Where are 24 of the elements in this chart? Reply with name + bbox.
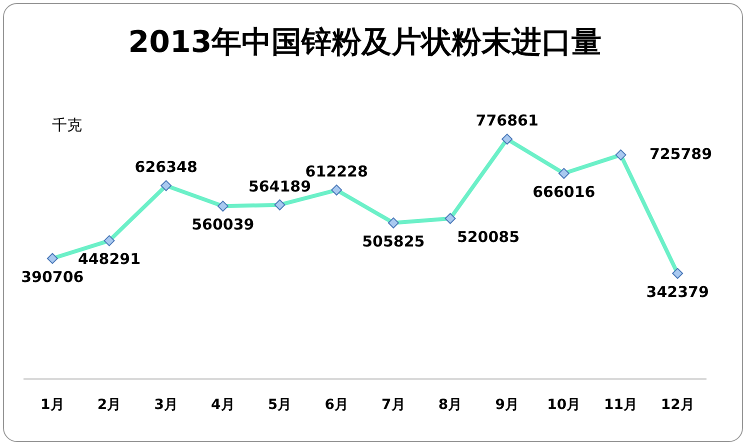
data-label: 725789	[649, 144, 712, 163]
x-tick-label: 12月	[660, 397, 694, 414]
x-tick-label: 1月	[40, 397, 64, 414]
x-tick-label: 3月	[154, 397, 178, 414]
data-label: 505825	[362, 232, 425, 250]
x-tick-label: 4月	[211, 397, 235, 414]
x-tick-label: 9月	[495, 397, 519, 414]
data-label: 776861	[476, 112, 538, 130]
data-label: 448291	[78, 250, 141, 268]
x-tick-label: 2月	[97, 397, 122, 414]
x-tick-label: 8月	[438, 397, 462, 414]
data-label: 560039	[192, 216, 254, 234]
chart-title: 2013年中国锌粉及片状粉末进口量	[128, 24, 602, 60]
y-axis-title: 千克	[52, 116, 82, 134]
x-tick-label: 7月	[382, 397, 406, 414]
data-label: 342379	[646, 282, 709, 301]
x-tick-label: 6月	[324, 397, 348, 414]
data-label: 626348	[134, 158, 198, 176]
data-label: 390706	[21, 268, 84, 286]
x-tick-label: 11月	[604, 397, 638, 414]
data-label: 520085	[456, 228, 520, 246]
x-tick-label: 5月	[268, 397, 292, 414]
x-tick-label: 10月	[547, 397, 581, 414]
data-label: 666016	[532, 182, 596, 201]
